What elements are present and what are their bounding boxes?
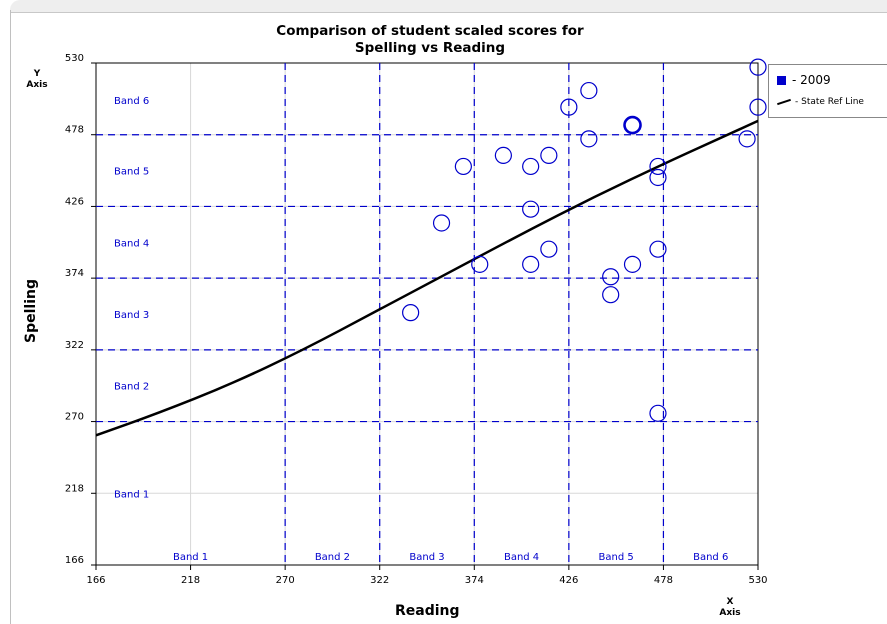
data-point bbox=[523, 256, 539, 272]
x-tick-label: 322 bbox=[370, 575, 389, 586]
data-point bbox=[403, 305, 419, 321]
x-band-label: Band 6 bbox=[693, 552, 728, 563]
data-point bbox=[434, 215, 450, 231]
x-tick-label: 270 bbox=[276, 575, 295, 586]
x-tick-label: 374 bbox=[465, 575, 484, 586]
x-band-label: Band 1 bbox=[173, 552, 208, 563]
y-tick-label: 530 bbox=[65, 53, 84, 64]
y-band-label: Band 2 bbox=[114, 382, 149, 393]
y-tick-label: 478 bbox=[65, 125, 84, 136]
y-band-label: Band 5 bbox=[114, 167, 149, 178]
y-band-label: Band 6 bbox=[114, 96, 149, 107]
data-point bbox=[541, 147, 557, 163]
legend-item-2009: - 2009 bbox=[777, 73, 831, 87]
y-tick-label: 218 bbox=[65, 483, 84, 494]
legend-label-2009: - 2009 bbox=[792, 73, 831, 87]
blue-square-icon bbox=[777, 76, 786, 85]
y-tick-label: 270 bbox=[65, 412, 84, 423]
x-tick-label: 166 bbox=[86, 575, 105, 586]
data-point bbox=[581, 131, 597, 147]
plot-border bbox=[96, 63, 758, 565]
data-point bbox=[739, 131, 755, 147]
legend-item-state-ref-line: - State Ref Line bbox=[777, 97, 864, 107]
data-point bbox=[625, 117, 641, 133]
y-band-label: Band 3 bbox=[114, 310, 149, 321]
x-tick-label: 426 bbox=[559, 575, 578, 586]
data-point bbox=[455, 158, 471, 174]
x-band-label: Band 2 bbox=[315, 552, 350, 563]
x-band-label: Band 4 bbox=[504, 552, 539, 563]
data-point bbox=[541, 241, 557, 257]
data-point bbox=[603, 269, 619, 285]
data-point bbox=[603, 287, 619, 303]
y-tick-label: 322 bbox=[65, 340, 84, 351]
data-point bbox=[625, 256, 641, 272]
legend-label-state-ref-line: - State Ref Line bbox=[795, 97, 864, 107]
y-tick-label: 166 bbox=[65, 555, 84, 566]
data-point bbox=[581, 83, 597, 99]
y-tick-label: 426 bbox=[65, 196, 84, 207]
y-band-label: Band 1 bbox=[114, 489, 149, 500]
line-icon bbox=[777, 98, 791, 104]
chart-legend: - 2009 - State Ref Line bbox=[768, 64, 887, 118]
data-point bbox=[523, 201, 539, 217]
y-tick-label: 374 bbox=[65, 268, 84, 279]
x-tick-label: 478 bbox=[654, 575, 673, 586]
y-band-label: Band 4 bbox=[114, 238, 149, 249]
x-band-label: Band 5 bbox=[599, 552, 634, 563]
x-tick-label: 530 bbox=[748, 575, 767, 586]
x-tick-label: 218 bbox=[181, 575, 200, 586]
data-point bbox=[495, 147, 511, 163]
x-band-label: Band 3 bbox=[409, 552, 444, 563]
data-point bbox=[523, 158, 539, 174]
